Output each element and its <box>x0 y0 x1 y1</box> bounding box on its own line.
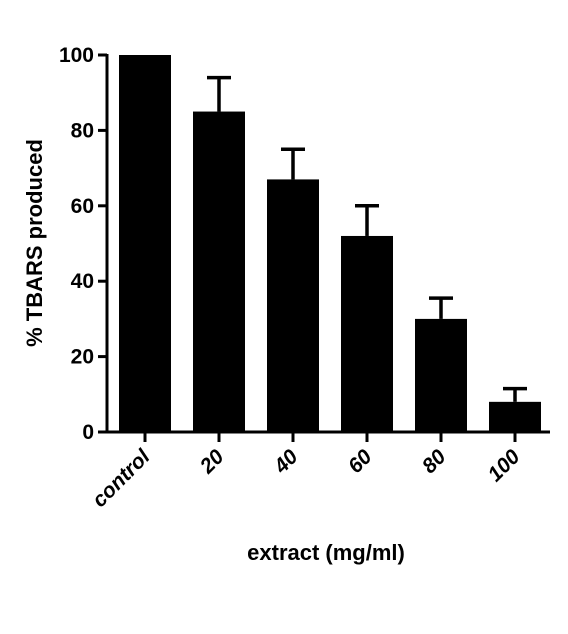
y-tick-label: 80 <box>71 119 94 142</box>
y-tick-label: 0 <box>82 421 94 444</box>
x-axis-title: extract (mg/ml) <box>247 540 405 565</box>
y-tick-label: 100 <box>59 44 94 67</box>
bar-80 <box>415 318 467 432</box>
y-tick-label: 60 <box>71 195 94 218</box>
bar-control <box>119 55 171 432</box>
error-bars <box>207 75 527 402</box>
y-tick-label: 20 <box>71 346 94 369</box>
bars <box>119 55 541 433</box>
bar-40 <box>267 179 319 432</box>
y-tick-label: 40 <box>71 270 94 293</box>
x-tick-label-40: 40 <box>269 445 303 479</box>
x-tick-label-60: 60 <box>344 445 377 478</box>
x-tick-label-20: 20 <box>195 445 229 479</box>
x-axis-ticks: control 20 40 60 80 100 <box>88 432 525 512</box>
y-axis-title: % TBARS produced <box>22 139 47 347</box>
y-axis-ticks: 0 20 40 60 80 100 <box>59 44 107 444</box>
x-tick-label-control: control <box>88 444 155 511</box>
x-tick-label-100: 100 <box>483 445 524 486</box>
bar-20 <box>193 111 245 433</box>
x-tick-label-80: 80 <box>418 445 451 478</box>
bar-100 <box>489 401 541 432</box>
bar-60 <box>341 235 393 432</box>
